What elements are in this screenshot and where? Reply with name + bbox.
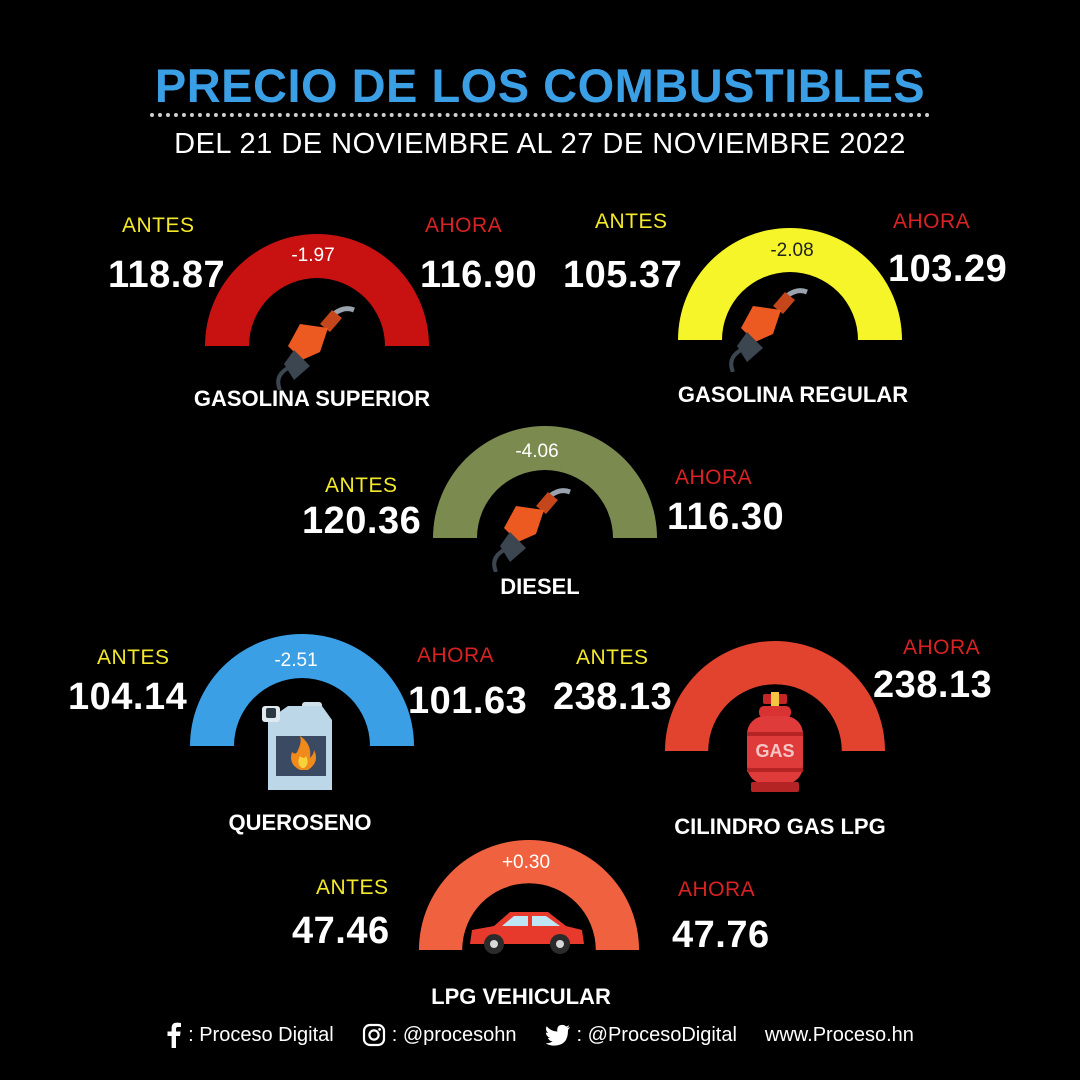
gauge-arc: [678, 228, 902, 340]
before-price: 47.46: [292, 910, 390, 952]
before-price: 104.14: [68, 676, 188, 718]
facebook-link[interactable]: : Proceso Digital: [166, 1022, 334, 1048]
page-title: PRECIO DE LOS COMBUSTIBLES: [154, 59, 926, 112]
fuel-name: LPG VEHICULAR: [431, 984, 611, 1009]
gauge-arc: [665, 641, 885, 752]
price-change: -1.97: [291, 245, 335, 266]
price-change: -2.08: [770, 240, 814, 261]
after-price: 103.29: [888, 248, 1008, 290]
gas-cylinder-text: GAS: [755, 741, 794, 761]
instagram-icon: [362, 1023, 385, 1047]
gauge-arc: [433, 426, 657, 538]
fuel-nozzle-icon: [492, 488, 571, 572]
fuel-name: GASOLINA REGULAR: [677, 382, 909, 407]
gauge-arc: [205, 234, 429, 346]
fuel-name: GASOLINA SUPERIOR: [193, 386, 431, 411]
after-label: AHORA: [893, 210, 971, 233]
after-label: AHORA: [675, 466, 753, 489]
instagram-link[interactable]: : @procesohn: [362, 1023, 517, 1047]
gauge-arc: [418, 840, 640, 951]
fuel-nozzle-icon: [729, 288, 808, 372]
kerosene-jerrycan-icon: [262, 702, 332, 790]
car-icon: [470, 912, 584, 954]
twitter-icon: [545, 1024, 570, 1046]
after-price: 47.76: [672, 914, 770, 956]
before-label: ANTES: [576, 646, 649, 669]
price-gauge: [433, 426, 657, 538]
before-price: 238.13: [553, 676, 673, 718]
facebook-icon: [167, 1022, 182, 1048]
after-label: AHORA: [903, 636, 981, 659]
fuel-name: DIESEL: [500, 574, 580, 599]
gas-cylinder-icon: GAS: [747, 692, 803, 792]
before-price: 105.37: [563, 254, 683, 296]
title-divider: [150, 113, 930, 117]
page-subtitle: DEL 21 DE NOVIEMBRE AL 27 DE NOVIEMBRE 2…: [174, 128, 906, 160]
after-price: 116.90: [420, 254, 538, 296]
after-label: AHORA: [425, 214, 503, 237]
price-gauge: [678, 228, 902, 340]
before-price: 120.36: [302, 500, 422, 542]
twitter-link[interactable]: : @ProcesoDigital: [545, 1024, 737, 1047]
before-label: ANTES: [316, 876, 389, 899]
fuel-nozzle-icon: [276, 306, 355, 390]
twitter-handle: : @ProcesoDigital: [576, 1023, 737, 1046]
fuel-name: CILINDRO GAS LPG: [674, 814, 886, 839]
before-label: ANTES: [595, 210, 668, 233]
after-label: AHORA: [417, 644, 495, 667]
website-url: www.Proceso.hn: [764, 1023, 914, 1046]
footer-social-links: : Proceso Digital : @procesohn : @Proces…: [0, 1022, 1080, 1048]
fuel-name: QUEROSENO: [228, 810, 372, 835]
price-gauge: [205, 234, 429, 346]
before-price: 118.87: [108, 254, 226, 296]
price-change: -4.06: [515, 441, 559, 462]
facebook-handle: : Proceso Digital: [188, 1023, 334, 1046]
after-label: AHORA: [678, 878, 756, 901]
price-change: -2.51: [274, 650, 318, 671]
price-gauge: [418, 840, 640, 951]
after-price: 238.13: [873, 664, 993, 706]
after-price: 116.30: [667, 496, 785, 538]
before-label: ANTES: [122, 214, 195, 237]
price-change: +0.30: [501, 852, 551, 873]
before-label: ANTES: [325, 474, 398, 497]
instagram-handle: : @procesohn: [391, 1023, 517, 1046]
before-label: ANTES: [97, 646, 170, 669]
gauge-arc: [190, 634, 414, 746]
website-link[interactable]: www.Proceso.hn: [765, 1024, 914, 1047]
after-price: 101.63: [408, 680, 528, 722]
price-gauge: [190, 634, 414, 746]
price-gauge: [665, 641, 885, 752]
